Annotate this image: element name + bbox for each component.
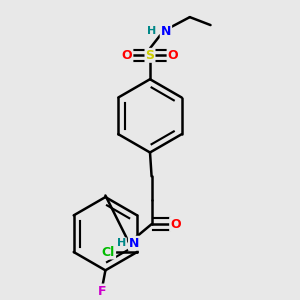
Text: O: O bbox=[122, 49, 132, 62]
Text: H: H bbox=[117, 238, 126, 248]
Text: N: N bbox=[129, 237, 139, 250]
Text: Cl: Cl bbox=[102, 245, 115, 259]
Text: F: F bbox=[98, 284, 106, 298]
Text: O: O bbox=[170, 218, 181, 231]
Text: O: O bbox=[168, 49, 178, 62]
Text: H: H bbox=[147, 26, 156, 36]
Text: S: S bbox=[146, 49, 154, 62]
Text: N: N bbox=[161, 25, 171, 38]
